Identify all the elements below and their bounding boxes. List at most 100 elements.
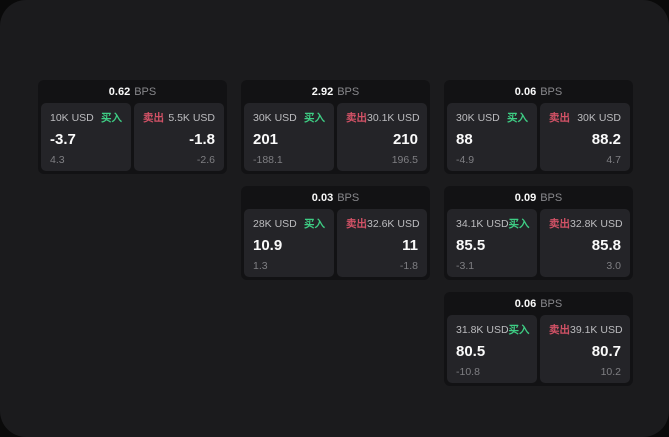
- sell-amount: 32.8K USD: [570, 217, 623, 230]
- buy-side-label: 买入: [507, 112, 528, 124]
- quote-card: 0.09 BPS 34.1K USD 买入 85.5 -3.1 卖出 32.8K…: [444, 186, 633, 280]
- sell-sub-value: 4.7: [606, 153, 621, 166]
- buy-tile-top: 10K USD 买入: [50, 110, 122, 125]
- buy-sub-value: -188.1: [253, 153, 283, 166]
- sell-sub-value: -1.8: [399, 259, 418, 272]
- buy-sub-value: -4.9: [456, 153, 475, 166]
- buy-tile-top: 30K USD 买入: [253, 110, 325, 125]
- sell-side-label: 卖出: [143, 112, 164, 124]
- sell-side-label: 卖出: [549, 112, 570, 124]
- buy-price: 85.5: [456, 237, 486, 255]
- buy-side-label: 买入: [101, 112, 122, 124]
- bps-value: 0.06: [514, 297, 537, 310]
- buy-amount: 28K USD: [253, 217, 297, 230]
- buy-price: -3.7: [50, 131, 76, 149]
- buy-price: 10.9: [253, 237, 283, 255]
- sell-tile[interactable]: 卖出 30K USD 88.2 4.7: [540, 103, 630, 171]
- sell-amount: 30K USD: [577, 111, 621, 124]
- sell-sub-value: -2.6: [196, 153, 215, 166]
- buy-sub-value: -10.8: [456, 365, 480, 378]
- sell-tile-top: 卖出 39.1K USD: [549, 322, 623, 337]
- sell-price: 11: [402, 237, 418, 255]
- buy-tile[interactable]: 28K USD 买入 10.9 1.3: [244, 209, 334, 277]
- sell-side-label: 卖出: [549, 218, 570, 230]
- buy-tile-top: 30K USD 买入: [456, 110, 528, 125]
- sell-price: 80.7: [591, 343, 621, 361]
- sell-amount: 39.1K USD: [570, 323, 623, 336]
- sell-price: 210: [392, 131, 418, 149]
- buy-amount: 31.8K USD: [456, 323, 509, 336]
- bps-header: 0.06 BPS: [444, 80, 633, 103]
- bps-unit-label: BPS: [337, 191, 360, 204]
- buy-tile[interactable]: 34.1K USD 买入 85.5 -3.1: [447, 209, 537, 277]
- buy-sub-value: -3.1: [456, 259, 475, 272]
- bps-value: 0.06: [514, 85, 537, 98]
- bps-unit-label: BPS: [540, 297, 563, 310]
- sell-sub-value: 3.0: [606, 259, 621, 272]
- sell-tile[interactable]: 卖出 5.5K USD -1.8 -2.6: [134, 103, 224, 171]
- buy-tile[interactable]: 30K USD 买入 201 -188.1: [244, 103, 334, 171]
- buy-side-label: 买入: [508, 218, 530, 230]
- sell-side-label: 卖出: [346, 112, 367, 124]
- sell-tile-top: 卖出 30K USD: [549, 110, 621, 125]
- card-body: 31.8K USD 买入 80.5 -10.8 卖出 39.1K USD 80.…: [444, 315, 633, 386]
- sell-sub-value: 10.2: [600, 365, 621, 378]
- sell-tile-top: 卖出 30.1K USD: [346, 110, 420, 125]
- bps-value: 0.03: [311, 191, 334, 204]
- buy-tile-top: 34.1K USD 买入: [456, 216, 530, 231]
- sell-price: -1.8: [189, 131, 215, 149]
- buy-side-label: 买入: [508, 324, 530, 336]
- sell-tile-top: 卖出 32.6K USD: [346, 216, 420, 231]
- buy-tile[interactable]: 31.8K USD 买入 80.5 -10.8: [447, 315, 537, 383]
- quote-card: 0.62 BPS 10K USD 买入 -3.7 4.3 卖出 5.5K USD: [38, 80, 227, 174]
- buy-amount: 34.1K USD: [456, 217, 509, 230]
- sell-amount: 5.5K USD: [168, 111, 215, 124]
- bps-header: 0.03 BPS: [241, 186, 430, 209]
- sell-tile[interactable]: 卖出 30.1K USD 210 196.5: [337, 103, 427, 171]
- bps-header: 0.06 BPS: [444, 292, 633, 315]
- card-body: 28K USD 买入 10.9 1.3 卖出 32.6K USD 11 -1.8: [241, 209, 430, 280]
- buy-price: 88: [456, 131, 473, 149]
- buy-tile[interactable]: 30K USD 买入 88 -4.9: [447, 103, 537, 171]
- sell-tile[interactable]: 卖出 32.6K USD 11 -1.8: [337, 209, 427, 277]
- sell-tile[interactable]: 卖出 32.8K USD 85.8 3.0: [540, 209, 630, 277]
- bps-unit-label: BPS: [337, 85, 360, 98]
- sell-amount: 32.6K USD: [367, 217, 420, 230]
- buy-tile[interactable]: 10K USD 买入 -3.7 4.3: [41, 103, 131, 171]
- bps-unit-label: BPS: [134, 85, 157, 98]
- quote-card: 0.06 BPS 31.8K USD 买入 80.5 -10.8 卖出 39.1…: [444, 292, 633, 386]
- bps-header: 0.09 BPS: [444, 186, 633, 209]
- buy-tile-top: 28K USD 买入: [253, 216, 325, 231]
- buy-price: 80.5: [456, 343, 486, 361]
- quote-card-grid: 0.62 BPS 10K USD 买入 -3.7 4.3 卖出 5.5K USD: [38, 80, 633, 386]
- quote-card: 0.03 BPS 28K USD 买入 10.9 1.3 卖出 32.6K US…: [241, 186, 430, 280]
- bps-value: 0.09: [514, 191, 537, 204]
- bps-value: 2.92: [311, 85, 334, 98]
- bps-unit-label: BPS: [540, 85, 563, 98]
- sell-tile[interactable]: 卖出 39.1K USD 80.7 10.2: [540, 315, 630, 383]
- card-body: 10K USD 买入 -3.7 4.3 卖出 5.5K USD -1.8 -2.…: [38, 103, 227, 174]
- card-body: 30K USD 买入 88 -4.9 卖出 30K USD 88.2 4.7: [444, 103, 633, 174]
- sell-sub-value: 196.5: [391, 153, 418, 166]
- sell-tile-top: 卖出 5.5K USD: [143, 110, 215, 125]
- sell-price: 85.8: [591, 237, 621, 255]
- sell-amount: 30.1K USD: [367, 111, 420, 124]
- sell-tile-top: 卖出 32.8K USD: [549, 216, 623, 231]
- buy-amount: 30K USD: [456, 111, 500, 124]
- bps-unit-label: BPS: [540, 191, 563, 204]
- buy-amount: 30K USD: [253, 111, 297, 124]
- buy-price: 201: [253, 131, 279, 149]
- buy-side-label: 买入: [304, 112, 325, 124]
- buy-side-label: 买入: [304, 218, 325, 230]
- buy-sub-value: 1.3: [253, 259, 268, 272]
- sell-side-label: 卖出: [549, 324, 570, 336]
- buy-tile-top: 31.8K USD 买入: [456, 322, 530, 337]
- bps-value: 0.62: [108, 85, 131, 98]
- quote-card: 2.92 BPS 30K USD 买入 201 -188.1 卖出 30.1K …: [241, 80, 430, 174]
- sell-side-label: 卖出: [346, 218, 367, 230]
- buy-amount: 10K USD: [50, 111, 94, 124]
- sell-price: 88.2: [591, 131, 621, 149]
- bps-header: 0.62 BPS: [38, 80, 227, 103]
- card-body: 34.1K USD 买入 85.5 -3.1 卖出 32.8K USD 85.8…: [444, 209, 633, 280]
